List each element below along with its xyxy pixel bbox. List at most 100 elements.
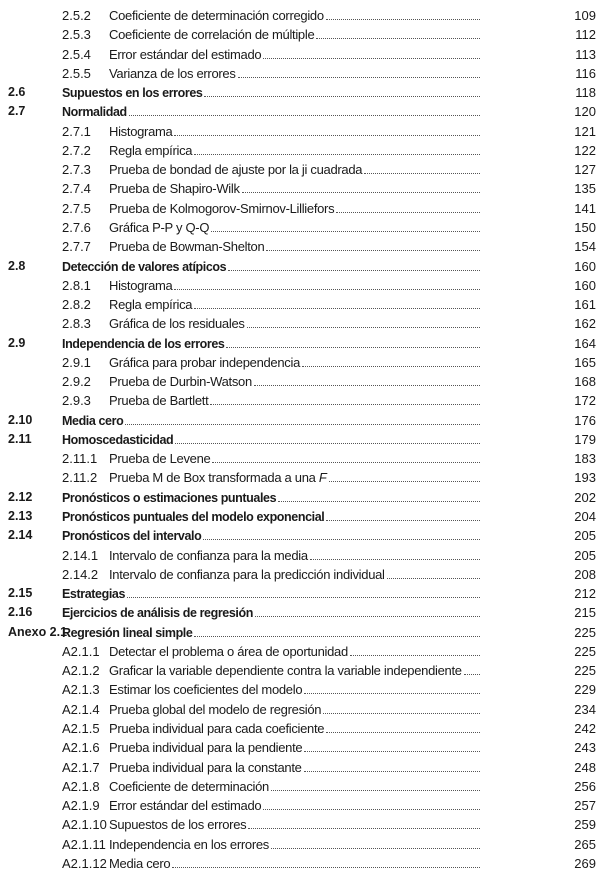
toc-subsection: 2.5.2 Coeficiente de determinación correg…	[0, 6, 600, 25]
toc-section: 2.7 Normalidad 120	[0, 102, 600, 121]
entry-number: 2.7.7	[62, 239, 91, 255]
entry-page-number: 215	[574, 605, 596, 621]
entry-page-number: 172	[574, 393, 596, 409]
entry-title-leader: Homoscedasticidad	[62, 430, 480, 449]
dot-leader	[248, 815, 480, 830]
entry-title-leader: Detectar el problema o área de oportunid…	[109, 642, 480, 661]
entry-title: Prueba individual para la constante	[109, 759, 302, 775]
entry-title-leader: Intervalo de confianza para la predicció…	[109, 565, 480, 584]
entry-title-leader: Gráfica para probar independencia	[109, 353, 480, 372]
toc-subsection: A2.1.11 Independencia en los errores 265	[0, 835, 600, 854]
entry-number: A2.1.4	[62, 701, 100, 717]
entry-title-leader: Prueba de Durbin-Watson	[109, 372, 480, 391]
toc-subsection: 2.11.2 Prueba M de Box transformada a una…	[0, 468, 600, 487]
entry-page-number: 121	[574, 123, 596, 139]
toc-section: 2.15 Estrategias 212	[0, 584, 600, 603]
entry-title-leader: Histograma	[109, 276, 480, 295]
toc-subsection: 2.5.4 Error estándar del estimado 113	[0, 45, 600, 64]
dot-leader	[325, 6, 480, 20]
entry-number: A2.1.2	[62, 663, 100, 679]
entry-title: Regla empírica	[109, 142, 193, 158]
entry-title: Prueba individual para cada coeficiente	[109, 720, 325, 736]
entry-title: Varianza de los errores	[109, 65, 236, 81]
entry-number: 2.14.2	[62, 566, 99, 582]
toc-section: 2.6 Supuestos en los errores 118	[0, 83, 600, 102]
toc-subsection: A2.1.4 Prueba global del modelo de regres…	[0, 700, 600, 719]
entry-title-leader: Prueba de Levene	[109, 449, 480, 468]
entry-page-number: 202	[574, 489, 596, 505]
dot-leader	[266, 237, 480, 252]
entry-number: 2.8.1	[62, 277, 91, 293]
dot-leader	[386, 565, 480, 579]
entry-title-leader: Prueba de Bowman-Shelton	[109, 237, 480, 256]
dot-leader	[263, 796, 480, 811]
toc-subsection: 2.9.3 Prueba de Bartlett 172	[0, 391, 600, 410]
entry-page-number: 225	[574, 624, 596, 640]
entry-page-number: 176	[574, 412, 596, 428]
entry-number: 2.7.3	[62, 162, 91, 178]
entry-number: 2.8	[8, 258, 26, 273]
dot-leader	[302, 353, 480, 367]
toc-subsection: A2.1.1 Detectar el problema o área de opo…	[0, 642, 600, 661]
entry-page-number: 179	[574, 431, 596, 447]
toc-subsection: 2.7.2 Regla empírica 122	[0, 141, 600, 160]
toc-subsection: 2.7.1 Histograma 121	[0, 122, 600, 141]
entry-title-leader: Prueba individual para la constante	[109, 758, 480, 777]
entry-number: 2.8.2	[62, 297, 91, 313]
entry-number: 2.5.5	[62, 65, 91, 81]
entry-title-leader: Prueba de Shapiro-Wilk	[109, 179, 480, 198]
entry-number: 2.7.5	[62, 200, 91, 216]
dot-leader	[271, 835, 480, 849]
dot-leader	[316, 25, 480, 40]
dot-leader	[463, 661, 480, 676]
entry-number: 2.15	[8, 586, 33, 601]
entry-title: Intervalo de confianza para la media	[109, 547, 308, 563]
entry-title: Homoscedasticidad	[62, 432, 174, 447]
dot-leader	[212, 449, 480, 464]
entry-title: Ejercicios de análisis de regresión	[62, 606, 253, 621]
entry-title: Pronósticos puntuales del modelo exponen…	[62, 510, 325, 525]
dot-leader	[128, 102, 480, 117]
entry-title-leader: Pronósticos o estimaciones puntuales	[62, 488, 480, 507]
entry-title: Supuestos en los errores	[62, 86, 203, 101]
dot-leader	[127, 584, 480, 599]
entry-title-leader: Estimar los coeficientes del modelo	[109, 680, 480, 699]
dot-leader	[228, 257, 480, 271]
entry-title: Pronósticos o estimaciones puntuales	[62, 490, 277, 505]
entry-title-leader: Ejercicios de análisis de regresión	[62, 603, 480, 622]
dot-leader	[210, 391, 480, 406]
entry-page-number: 256	[574, 778, 596, 794]
dot-leader	[349, 642, 480, 656]
entry-title-leader: Media cero	[109, 854, 480, 873]
entry-number: 2.5.3	[62, 27, 91, 43]
toc-subsection: 2.14.2 Intervalo de confianza para la pre…	[0, 565, 600, 584]
toc-subsection: A2.1.7 Prueba individual para la constant…	[0, 758, 600, 777]
entry-title: Prueba de Durbin-Watson	[109, 374, 252, 390]
entry-number: 2.11.2	[62, 470, 98, 486]
dot-leader	[211, 218, 480, 232]
dot-leader	[125, 411, 480, 425]
dot-leader	[336, 199, 480, 213]
entry-title: Gráfica P-P y Q-Q	[109, 219, 210, 235]
entry-number: 2.11.1	[62, 451, 98, 467]
toc-subsection: A2.1.10 Supuestos de los errores 259	[0, 815, 600, 834]
dot-leader	[304, 680, 480, 695]
toc-subsection: 2.8.2 Regla empírica 161	[0, 295, 600, 314]
entry-number: A2.1.9	[62, 798, 100, 814]
dot-leader	[246, 314, 480, 329]
entry-number: A2.1.11	[62, 836, 106, 852]
entry-page-number: 265	[574, 836, 596, 852]
dot-leader	[309, 546, 480, 560]
toc-section: 2.11 Homoscedasticidad 179	[0, 430, 600, 449]
entry-page-number: 205	[574, 528, 596, 544]
entry-title: Prueba de Kolmogorov-Smirnov-Lilliefors	[109, 200, 335, 216]
toc-section: 2.10 Media cero 176	[0, 411, 600, 430]
toc-subsection: 2.14.1 Intervalo de confianza para la med…	[0, 546, 600, 565]
dot-leader	[175, 430, 480, 444]
entry-number: A2.1.6	[62, 740, 100, 756]
dot-leader	[323, 700, 480, 714]
entry-page-number: 212	[574, 586, 596, 602]
entry-title-leader: Prueba de Bartlett	[109, 391, 480, 410]
entry-title: Estimar los coeficientes del modelo	[109, 682, 303, 698]
entry-title-leader: Prueba global del modelo de regresión	[109, 700, 480, 719]
